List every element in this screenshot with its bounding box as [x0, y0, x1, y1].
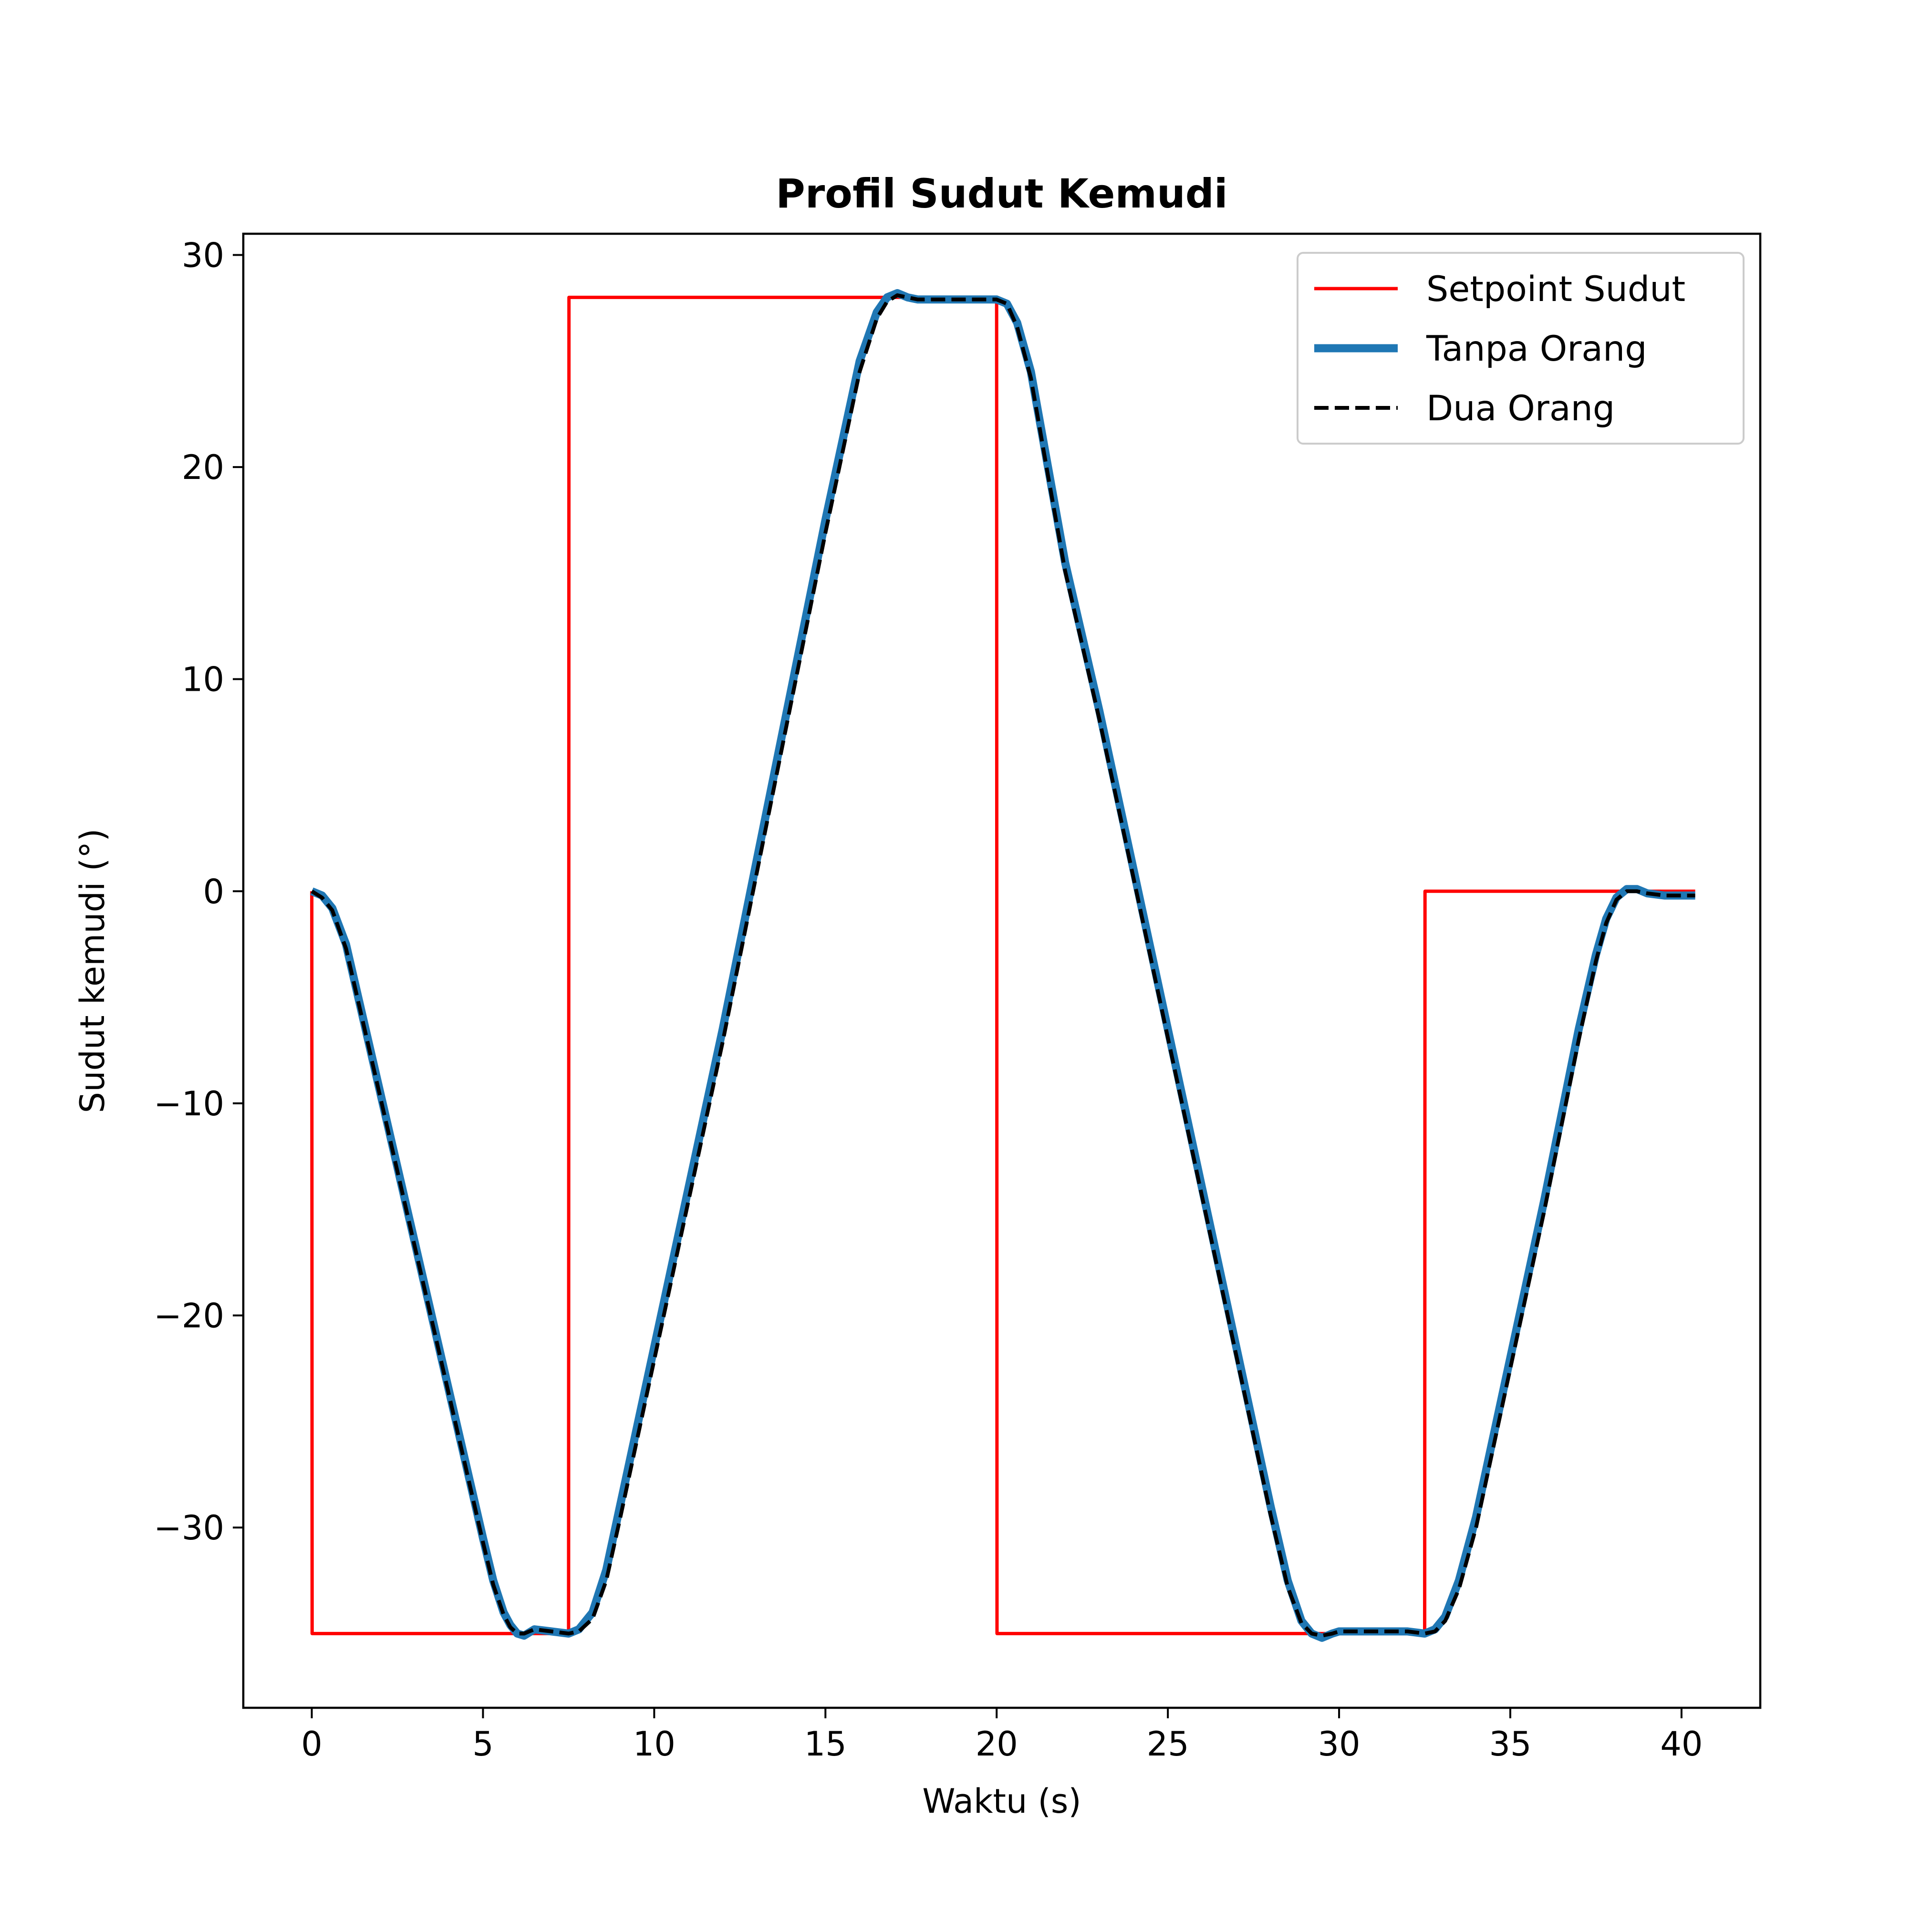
x-tick-label: 40 — [1660, 1724, 1703, 1764]
x-tick-label: 20 — [976, 1724, 1018, 1764]
x-tick-label: 5 — [472, 1724, 494, 1764]
y-tick-label: 0 — [203, 872, 224, 911]
x-tick-label: 15 — [804, 1724, 847, 1764]
x-tick-label: 35 — [1489, 1724, 1531, 1764]
y-tick-label: 30 — [182, 236, 224, 275]
chart-legend: Setpoint Sudut Tanpa Orang Dua Orang — [1297, 252, 1745, 445]
series-line-dua-orang — [311, 293, 1695, 1638]
legend-label: Tanpa Orang — [1426, 329, 1647, 369]
legend-label: Setpoint Sudut — [1426, 269, 1685, 310]
y-tick-label: 20 — [182, 448, 224, 487]
x-tick-label: 30 — [1318, 1724, 1361, 1764]
series-layer — [310, 289, 1695, 1642]
x-axis-label: Waktu (s) — [922, 1782, 1081, 1821]
y-tick-label: −20 — [154, 1296, 224, 1335]
plot-area-frame — [242, 232, 1762, 1709]
x-tick-label: 0 — [301, 1724, 322, 1764]
y-tick-label: 10 — [182, 660, 224, 699]
chart-title: Profil Sudut Kemudi — [776, 170, 1227, 217]
series-line-tanpa-orang — [310, 289, 1695, 1642]
x-tick-label: 25 — [1147, 1724, 1189, 1764]
y-axis-label: Sudut kemudi (°) — [73, 829, 112, 1113]
series-line-setpoint-sudut — [310, 295, 1695, 1635]
legend-box — [1297, 252, 1745, 445]
x-tick-label: 10 — [633, 1724, 675, 1764]
legend-label: Dua Orang — [1426, 388, 1615, 429]
y-tick-label: −30 — [154, 1508, 224, 1548]
x-axis-ticks: 0 5 10 15 20 25 30 35 40 — [301, 1708, 1703, 1764]
y-tick-label: −10 — [154, 1084, 224, 1123]
y-axis-ticks: 30 20 10 0 −10 −20 −30 — [154, 236, 243, 1548]
